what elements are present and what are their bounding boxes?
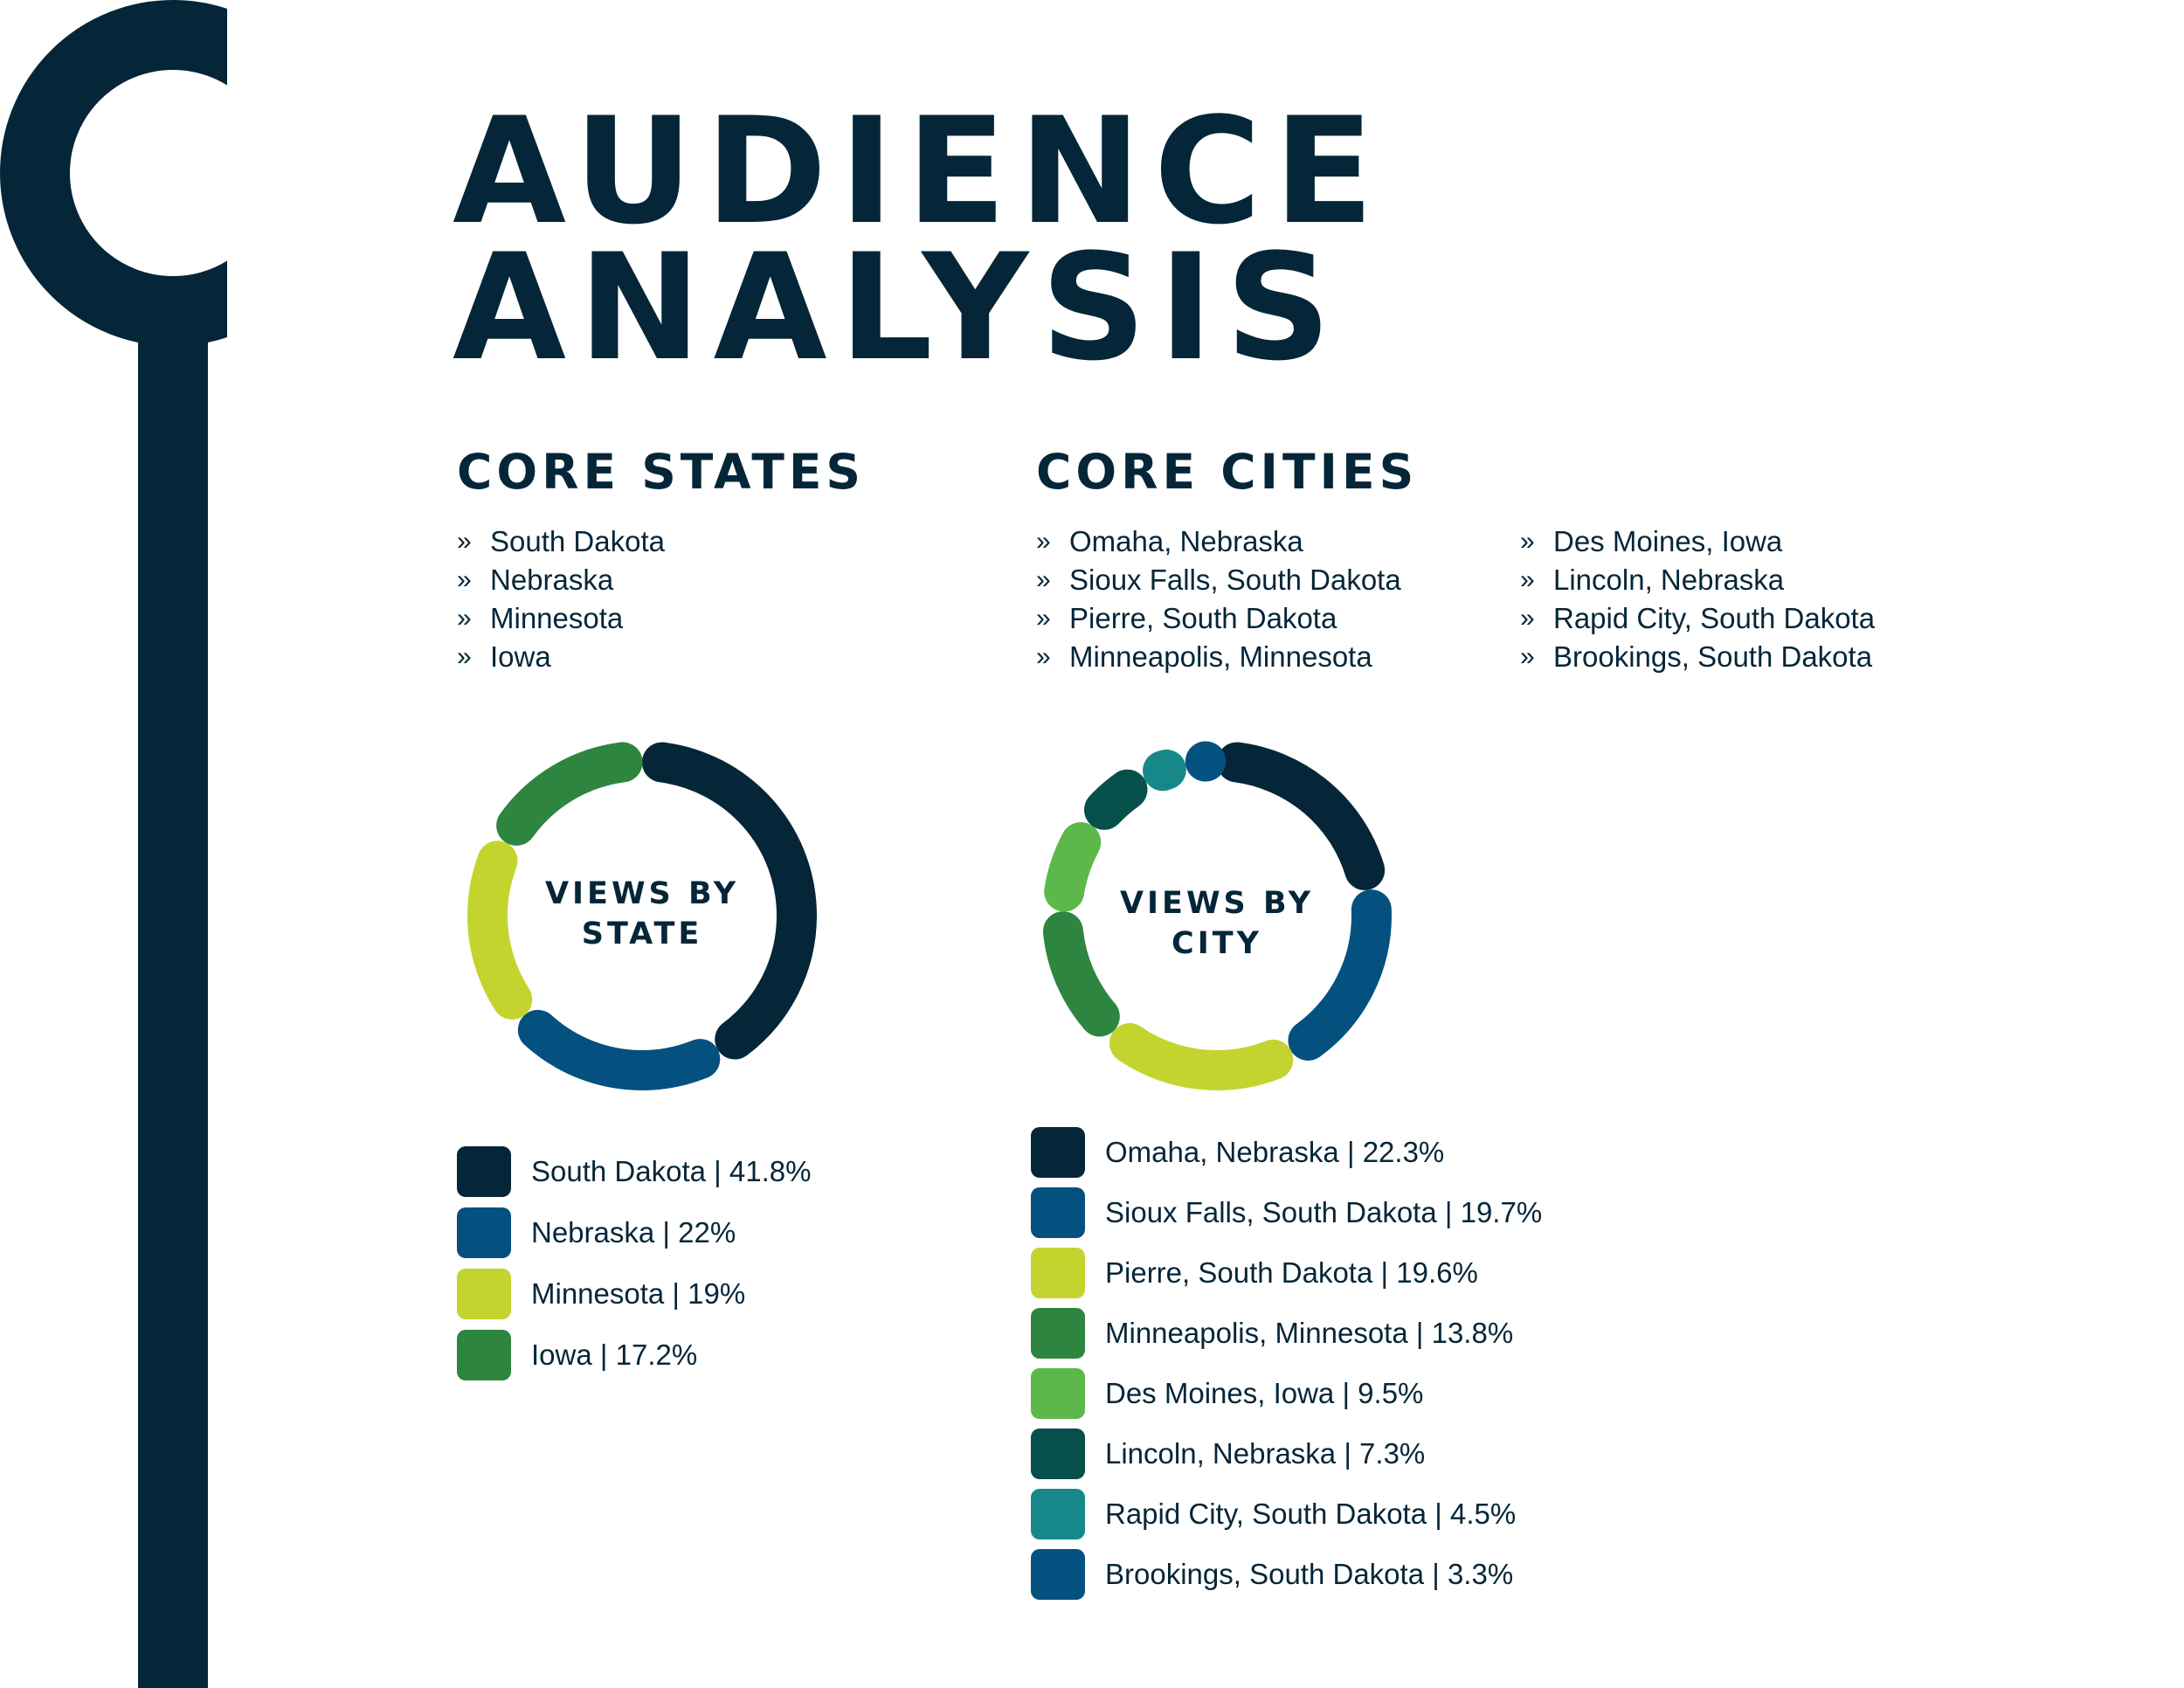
core-cities-list-item: » Lincoln, Nebraska bbox=[1520, 561, 1875, 599]
core-states-list-item-label: South Dakota bbox=[490, 525, 665, 557]
page-title-line-2: ANALYSIS bbox=[453, 222, 1344, 393]
city-legend-label: Minneapolis, Minnesota | 13.8% bbox=[1105, 1317, 1514, 1349]
bullet-mark-icon: » bbox=[457, 527, 472, 556]
state-legend-label: Iowa | 17.2% bbox=[531, 1339, 698, 1371]
state-donut-title-line-1: VIEWS BY bbox=[544, 876, 740, 911]
city-donut-title-line-1: VIEWS BY bbox=[1119, 886, 1315, 921]
city-donut-title-line-2: CITY bbox=[1171, 926, 1262, 961]
city-legend-swatch bbox=[1031, 1248, 1085, 1298]
city-legend-label: Des Moines, Iowa | 9.5% bbox=[1105, 1377, 1424, 1409]
core-states-list-item-label: Iowa bbox=[490, 640, 551, 673]
state-donut-title-line-2: STATE bbox=[581, 917, 703, 951]
bullet-mark-icon: » bbox=[1036, 642, 1051, 671]
core-states-heading: CORE STATES bbox=[457, 444, 866, 500]
city-donut-slice-2 bbox=[1042, 741, 1392, 1090]
city-legend-label: Rapid City, South Dakota | 4.5% bbox=[1105, 1498, 1517, 1530]
bullet-mark-icon: » bbox=[1520, 604, 1535, 633]
city-legend: Omaha, Nebraska | 22.3% Sioux Falls, Sout… bbox=[1031, 1127, 1817, 1600]
state-legend-swatch bbox=[457, 1269, 511, 1319]
bullet-mark-icon: » bbox=[1520, 642, 1535, 671]
core-cities-list-item-label: Des Moines, Iowa bbox=[1553, 525, 1783, 557]
state-donut-slice-2 bbox=[467, 741, 817, 1090]
core-cities-heading: CORE CITIES bbox=[1036, 444, 1419, 500]
city-legend-label: Lincoln, Nebraska | 7.3% bbox=[1105, 1437, 1426, 1470]
state-legend-label: South Dakota | 41.8% bbox=[531, 1155, 812, 1187]
core-cities-list-item: » Sioux Falls, South Dakota bbox=[1036, 561, 1401, 599]
state-legend: South Dakota | 41.8% Nebraska | 22% Minnes… bbox=[457, 1146, 981, 1382]
core-cities-list-item-label: Lincoln, Nebraska bbox=[1553, 564, 1785, 596]
city-legend-swatch bbox=[1031, 1187, 1085, 1238]
city-legend-swatch bbox=[1031, 1308, 1085, 1359]
bullet-mark-icon: » bbox=[1036, 604, 1051, 633]
bullet-mark-icon: » bbox=[1520, 565, 1535, 594]
city-donut-slice-8 bbox=[1042, 741, 1392, 1090]
state-legend-swatch bbox=[457, 1146, 511, 1197]
state-donut-chart bbox=[467, 741, 817, 1090]
state-donut-slice-4 bbox=[467, 741, 817, 1090]
state-legend-label: Minnesota | 19% bbox=[531, 1277, 746, 1310]
core-cities-list-column-1: » Omaha, Nebraska » Sioux Falls, South Dako… bbox=[1036, 522, 1401, 676]
bullet-mark-icon: » bbox=[457, 604, 472, 633]
state-donut-center-label: VIEWS BY STATE bbox=[502, 874, 782, 954]
city-legend-swatch bbox=[1031, 1429, 1085, 1479]
city-legend-label: Omaha, Nebraska | 22.3% bbox=[1105, 1136, 1445, 1168]
core-cities-list-item: » Pierre, South Dakota bbox=[1036, 599, 1401, 638]
timeline-pin-icon bbox=[0, 0, 227, 1688]
city-donut-slice-4 bbox=[1042, 741, 1392, 1090]
page-title-line-1: AUDIENCE bbox=[453, 86, 1386, 257]
core-cities-list-item: » Minneapolis, Minnesota bbox=[1036, 638, 1401, 676]
core-states-list-item-label: Nebraska bbox=[490, 564, 614, 596]
core-states-list-item-label: Minnesota bbox=[490, 602, 624, 634]
bullet-mark-icon: » bbox=[1036, 527, 1051, 556]
city-legend-label: Sioux Falls, South Dakota | 19.7% bbox=[1105, 1196, 1543, 1228]
core-cities-list-item-label: Minneapolis, Minnesota bbox=[1069, 640, 1372, 673]
city-legend-swatch bbox=[1031, 1549, 1085, 1600]
city-legend-label: Pierre, South Dakota | 19.6% bbox=[1105, 1256, 1478, 1289]
bullet-mark-icon: » bbox=[1520, 527, 1535, 556]
city-legend-swatch bbox=[1031, 1368, 1085, 1419]
core-cities-list-item-label: Brookings, South Dakota bbox=[1553, 640, 1873, 673]
core-cities-list-item-label: Pierre, South Dakota bbox=[1069, 602, 1337, 634]
bullet-mark-icon: » bbox=[1036, 565, 1051, 594]
city-legend-label: Brookings, South Dakota | 3.3% bbox=[1105, 1558, 1514, 1590]
core-states-list-item: » Nebraska bbox=[457, 561, 665, 599]
city-donut-chart bbox=[1042, 741, 1392, 1090]
core-cities-list-item-label: Sioux Falls, South Dakota bbox=[1069, 564, 1401, 596]
core-cities-list-item: » Omaha, Nebraska bbox=[1036, 522, 1401, 561]
state-legend-swatch bbox=[457, 1207, 511, 1258]
state-legend-swatch bbox=[457, 1330, 511, 1380]
core-states-list: » South Dakota » Nebraska » Minnesota » Iowa bbox=[457, 522, 665, 676]
state-donut-slice-3 bbox=[467, 741, 817, 1090]
core-cities-list-column-2: » Des Moines, Iowa » Lincoln, Nebraska » Rapi… bbox=[1520, 522, 1875, 676]
core-cities-list-item: » Des Moines, Iowa bbox=[1520, 522, 1875, 561]
core-states-list-item: » Iowa bbox=[457, 638, 665, 676]
city-donut-slice-3 bbox=[1042, 741, 1392, 1090]
core-states-list-item: » South Dakota bbox=[457, 522, 665, 561]
core-cities-list-item-label: Rapid City, South Dakota bbox=[1553, 602, 1876, 634]
core-states-list-item: » Minnesota bbox=[457, 599, 665, 638]
bullet-mark-icon: » bbox=[457, 565, 472, 594]
bullet-mark-icon: » bbox=[457, 642, 472, 671]
city-legend-swatch bbox=[1031, 1489, 1085, 1539]
core-cities-list-item: » Rapid City, South Dakota bbox=[1520, 599, 1875, 638]
city-donut-center-label: VIEWS BY CITY bbox=[1077, 883, 1357, 964]
core-cities-list-item: » Brookings, South Dakota bbox=[1520, 638, 1875, 676]
state-legend-label: Nebraska | 22% bbox=[531, 1216, 736, 1249]
core-cities-list-item-label: Omaha, Nebraska bbox=[1069, 525, 1303, 557]
city-legend-swatch bbox=[1031, 1127, 1085, 1178]
